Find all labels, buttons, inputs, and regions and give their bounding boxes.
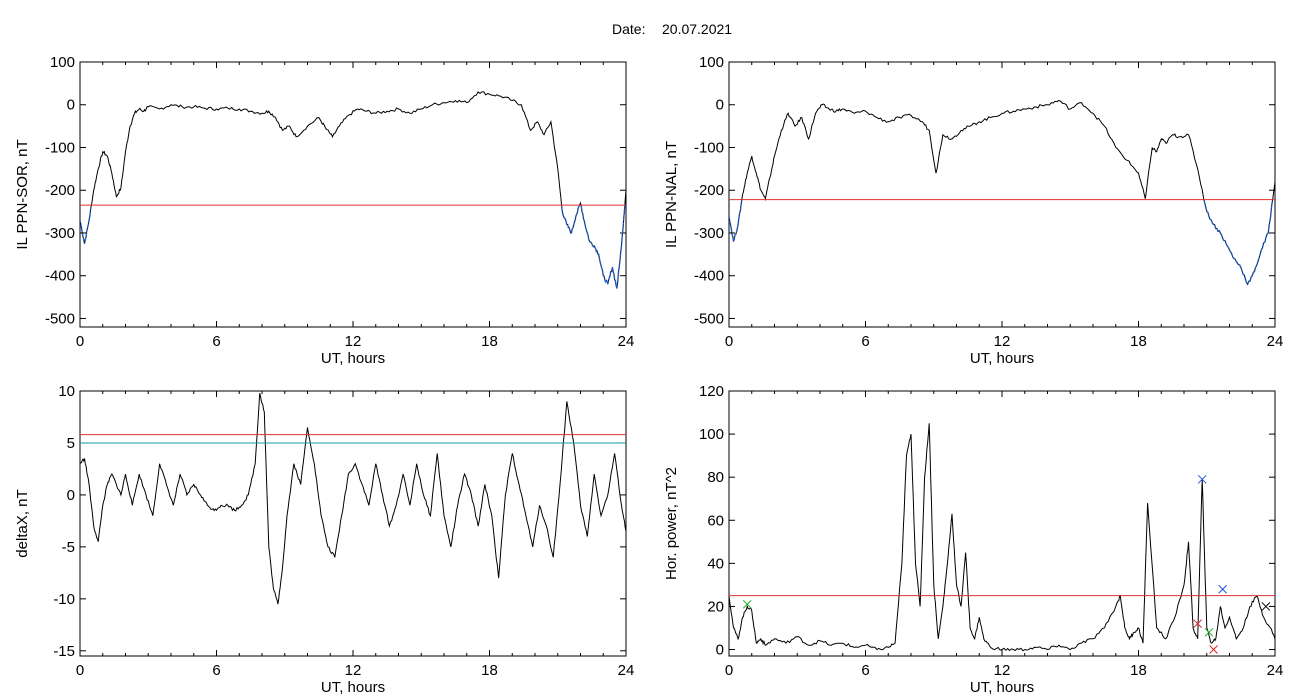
below-threshold-line bbox=[80, 205, 626, 289]
date-label: Date: bbox=[612, 21, 645, 37]
y-axis-label: deltaX, nT bbox=[14, 489, 31, 557]
y-tick-label: -400 bbox=[45, 268, 75, 285]
x-tick-label: 18 bbox=[481, 662, 498, 679]
plot-frame bbox=[728, 61, 1276, 328]
y-tick-label: 60 bbox=[707, 512, 724, 529]
y-tick-label: 20 bbox=[707, 598, 724, 615]
y-tick-label: -300 bbox=[694, 225, 724, 242]
marker-blue bbox=[1197, 474, 1207, 484]
y-tick-label: 0 bbox=[716, 97, 724, 114]
panel-deltax: 0 6 12 18 24 10 5 0 -5 -10 -15 UT, hours deltaX, nT bbox=[14, 383, 634, 696]
panel-nal: 0 6 12 18 24 100 0 -100 -200 -300 -400 -500 UT, hour… bbox=[663, 54, 1283, 367]
y-tick-label: -400 bbox=[694, 268, 724, 285]
x-tick-label: 18 bbox=[1130, 662, 1147, 679]
y-tick-label: -300 bbox=[45, 225, 75, 242]
x-axis-label: UT, hours bbox=[970, 350, 1034, 367]
marker-green bbox=[742, 599, 752, 609]
x-tick-label: 18 bbox=[1130, 333, 1147, 350]
plot-area bbox=[80, 392, 626, 605]
series-line bbox=[729, 99, 1275, 286]
x-tick-label: 12 bbox=[994, 333, 1011, 350]
plot-area bbox=[80, 91, 626, 289]
x-tick-label: 0 bbox=[725, 333, 733, 350]
y-tick-label: 0 bbox=[716, 642, 724, 659]
y-tick-label: -500 bbox=[45, 310, 75, 327]
y-tick-label: 100 bbox=[50, 54, 75, 71]
marker-blue bbox=[1218, 584, 1228, 594]
x-axis-label: UT, hours bbox=[321, 679, 385, 696]
marker-red bbox=[1209, 645, 1218, 654]
x-tick-label: 12 bbox=[345, 662, 362, 679]
plot-area bbox=[729, 99, 1275, 286]
y-tick-label: -100 bbox=[45, 139, 75, 156]
y-tick-label: -15 bbox=[53, 643, 75, 660]
y-tick-label: -200 bbox=[45, 182, 75, 199]
x-tick-label: 6 bbox=[861, 662, 869, 679]
y-tick-label: -200 bbox=[694, 182, 724, 199]
y-tick-label: 0 bbox=[67, 487, 75, 504]
y-axis-label: IL PPN-SOR, nT bbox=[14, 139, 31, 249]
x-tick-label: 0 bbox=[76, 662, 84, 679]
y-tick-label: -5 bbox=[62, 539, 75, 556]
x-tick-label: 24 bbox=[1267, 333, 1284, 350]
y-tick-label: 80 bbox=[707, 469, 724, 486]
y-tick-label: 120 bbox=[699, 383, 724, 400]
figure-header: Date: 20.07.2021 bbox=[612, 21, 732, 37]
y-tick-label: 0 bbox=[67, 97, 75, 114]
y-tick-label: 40 bbox=[707, 555, 724, 572]
x-tick-label: 6 bbox=[861, 333, 869, 350]
y-tick-label: 100 bbox=[699, 54, 724, 71]
plot-frame bbox=[728, 390, 1276, 657]
panel-horpower: 0 6 12 18 24 120 100 80 60 40 20 0 UT, hours Hor. pow… bbox=[663, 383, 1283, 696]
x-tick-label: 24 bbox=[618, 333, 635, 350]
marker-red bbox=[1193, 619, 1203, 629]
x-tick-label: 6 bbox=[212, 662, 220, 679]
series-line bbox=[80, 392, 626, 605]
plot-area bbox=[729, 423, 1275, 652]
x-tick-label: 6 bbox=[212, 333, 220, 350]
panel-sor: 0 6 12 18 24 100 0 -100 -200 -300 -400 -500 UT, hour… bbox=[14, 54, 634, 367]
x-axis-label: UT, hours bbox=[970, 679, 1034, 696]
x-axis-label: UT, hours bbox=[321, 350, 385, 367]
y-tick-label: -500 bbox=[694, 310, 724, 327]
x-tick-label: 12 bbox=[345, 333, 362, 350]
y-tick-label: 10 bbox=[58, 383, 75, 400]
plot-frame bbox=[79, 61, 627, 328]
date-value: 20.07.2021 bbox=[662, 21, 732, 37]
y-axis-label: IL PPN-NAL, nT bbox=[663, 141, 680, 248]
y-tick-label: -10 bbox=[53, 591, 75, 608]
x-tick-label: 24 bbox=[618, 662, 635, 679]
below-threshold-line bbox=[729, 199, 1274, 286]
y-tick-label: -100 bbox=[694, 139, 724, 156]
x-tick-label: 0 bbox=[76, 333, 84, 350]
marker-black bbox=[1261, 602, 1271, 611]
x-tick-label: 0 bbox=[725, 662, 733, 679]
y-tick-label: 5 bbox=[67, 435, 75, 452]
x-tick-label: 12 bbox=[994, 662, 1011, 679]
x-tick-label: 24 bbox=[1267, 662, 1284, 679]
marker-green bbox=[1204, 627, 1214, 637]
plot-frame bbox=[79, 390, 627, 657]
series-line bbox=[80, 91, 626, 289]
x-tick-label: 18 bbox=[481, 333, 498, 350]
y-tick-label: 100 bbox=[699, 426, 724, 443]
y-axis-label: Hor. power, nT^2 bbox=[663, 467, 680, 580]
series-line bbox=[729, 423, 1275, 652]
